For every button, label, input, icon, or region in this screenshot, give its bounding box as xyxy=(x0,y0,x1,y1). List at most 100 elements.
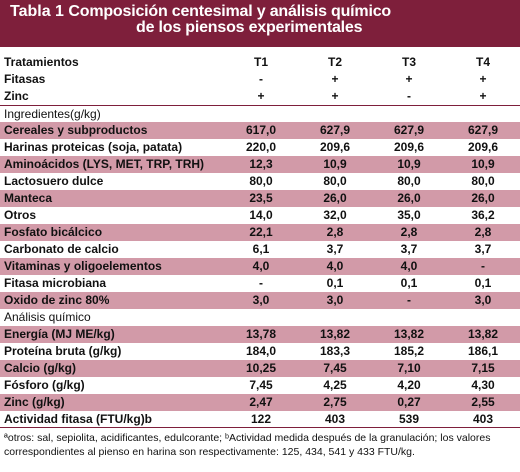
row-label: Energía (MJ ME/kg) xyxy=(4,327,115,341)
value-cell: 220,0 xyxy=(245,140,277,154)
value-cell: T2 xyxy=(327,55,342,69)
row-label: Ingredientes(g/kg) xyxy=(4,106,101,121)
value-cell: 209,6 xyxy=(319,140,351,154)
value-cell: - xyxy=(407,89,411,103)
row-label: Actividad fitasa (FTU/kg)b xyxy=(4,411,153,426)
table-row: Carbonato de calcio 6,1 3,7 3,7 3,7 xyxy=(0,241,520,258)
value-cell: 0,1 xyxy=(474,276,492,290)
table-title-line1: Composición centesimal y análisis químic… xyxy=(68,3,391,20)
value-cell: 7,10 xyxy=(397,361,421,375)
value-cell: 209,6 xyxy=(467,140,499,154)
value-cell: 627,9 xyxy=(393,123,425,137)
table-row: Energía (MJ ME/kg) 13,78 13,82 13,82 13,82 xyxy=(0,326,520,343)
row-label: Manteca xyxy=(4,191,53,205)
value-cell: - xyxy=(407,293,411,307)
value-cell: 3,0 xyxy=(252,293,270,307)
row-label: Calcio (g/kg) xyxy=(4,361,77,375)
value-cell: 183,3 xyxy=(319,344,351,358)
value-cell: 22,1 xyxy=(249,225,273,239)
row-label: Carbonato de calcio xyxy=(4,242,119,256)
table-footnote: ªotros: sal, sepiolita, acidificantes, e… xyxy=(4,432,491,458)
value-cell: 80,0 xyxy=(397,174,421,188)
row-label: Aminoácidos (LYS, MET, TRP, TRH) xyxy=(4,157,205,171)
row-label: Cereales y subproductos xyxy=(4,123,148,137)
value-cell: T1 xyxy=(253,55,268,69)
value-cell: 0,1 xyxy=(400,276,418,290)
header-row: Zinc + + - + xyxy=(0,88,520,105)
data-table: Tratamientos T1 T2 T3 T4 Fitasas - + + + Zinc + + - + I… xyxy=(0,54,520,428)
value-cell: + xyxy=(331,72,339,86)
value-cell: 184,0 xyxy=(245,344,277,358)
value-cell: 10,9 xyxy=(323,157,347,171)
value-cell: 209,6 xyxy=(393,140,425,154)
table-row: Vitaminas y oligoelementos 4,0 4,0 4,0 - xyxy=(0,258,520,275)
value-cell: 14,0 xyxy=(249,208,273,222)
value-cell: 26,0 xyxy=(397,191,421,205)
value-cell: + xyxy=(331,89,339,103)
row-label: Fitasas xyxy=(4,72,46,86)
value-cell: 80,0 xyxy=(323,174,347,188)
row-label: Lactosuero dulce xyxy=(4,174,104,188)
table-title: Tabla 1 Composición centesimal y análisi… xyxy=(0,0,520,47)
value-cell: T3 xyxy=(401,55,416,69)
table-row: Manteca 23,5 26,0 26,0 26,0 xyxy=(0,190,520,207)
value-cell: 2,8 xyxy=(474,225,492,239)
value-cell: 13,82 xyxy=(393,327,425,341)
value-cell: - xyxy=(259,72,263,86)
value-cell: 4,0 xyxy=(400,259,418,273)
value-cell: 403 xyxy=(472,411,494,426)
value-cell: 627,9 xyxy=(319,123,351,137)
section-analysis: Análisis químico xyxy=(0,309,520,326)
value-cell: 12,3 xyxy=(249,157,273,171)
value-cell: 2,8 xyxy=(326,225,344,239)
value-cell: 3,0 xyxy=(326,293,344,307)
value-cell: 13,82 xyxy=(467,327,499,341)
value-cell: 6,1 xyxy=(252,242,270,256)
value-cell: 185,2 xyxy=(393,344,425,358)
value-cell: 2,55 xyxy=(471,395,495,409)
table-row: Aminoácidos (LYS, MET, TRP, TRH) 12,3 10,9… xyxy=(0,156,520,173)
value-cell: + xyxy=(479,72,487,86)
table-row: Calcio (g/kg) 10,25 7,45 7,10 7,15 xyxy=(0,360,520,377)
row-label: Otros xyxy=(4,208,37,222)
row-label: Oxido de zinc 80% xyxy=(4,293,110,307)
row-label: Proteína bruta (g/kg) xyxy=(4,344,122,358)
value-cell: 539 xyxy=(398,411,420,426)
row-label: Tratamientos xyxy=(4,55,79,69)
value-cell: - xyxy=(259,276,263,290)
row-label: Fitasa microbiana xyxy=(4,276,107,290)
value-cell: 4,0 xyxy=(326,259,344,273)
value-cell: 627,9 xyxy=(467,123,499,137)
value-cell: 35,0 xyxy=(397,208,421,222)
value-cell: 186,1 xyxy=(467,344,499,358)
value-cell: 3,7 xyxy=(326,242,344,256)
value-cell: 32,0 xyxy=(323,208,347,222)
table-number: Tabla 1 xyxy=(10,3,64,20)
value-cell: 7,45 xyxy=(249,378,273,392)
value-cell: 0,1 xyxy=(326,276,344,290)
value-cell: 13,78 xyxy=(245,327,277,341)
table-row: Fosfato bicálcico 22,1 2,8 2,8 2,8 xyxy=(0,224,520,241)
table-row: Cereales y subproductos 617,0 627,9 627,9 62… xyxy=(0,122,520,139)
value-cell: + xyxy=(479,89,487,103)
value-cell: 26,0 xyxy=(323,191,347,205)
value-cell: 3,7 xyxy=(474,242,492,256)
value-cell: 4,20 xyxy=(397,378,421,392)
value-cell: 122 xyxy=(250,411,272,426)
value-cell: - xyxy=(481,259,485,273)
value-cell: + xyxy=(405,72,413,86)
row-label: Zinc xyxy=(4,89,29,103)
value-cell: 13,82 xyxy=(319,327,351,341)
value-cell: 4,30 xyxy=(471,378,495,392)
value-cell: 80,0 xyxy=(471,174,495,188)
header-row: Fitasas - + + + xyxy=(0,71,520,88)
value-cell: 403 xyxy=(324,411,346,426)
table-row: Lactosuero dulce 80,0 80,0 80,0 80,0 xyxy=(0,173,520,190)
value-cell: 7,45 xyxy=(323,361,347,375)
table-row: Actividad fitasa (FTU/kg)b 122 403 539 403 xyxy=(0,411,520,428)
row-label: Fosfato bicálcico xyxy=(4,225,103,239)
row-label: Zinc (g/kg) xyxy=(4,395,65,409)
value-cell: 617,0 xyxy=(245,123,277,137)
value-cell: 7,15 xyxy=(471,361,495,375)
